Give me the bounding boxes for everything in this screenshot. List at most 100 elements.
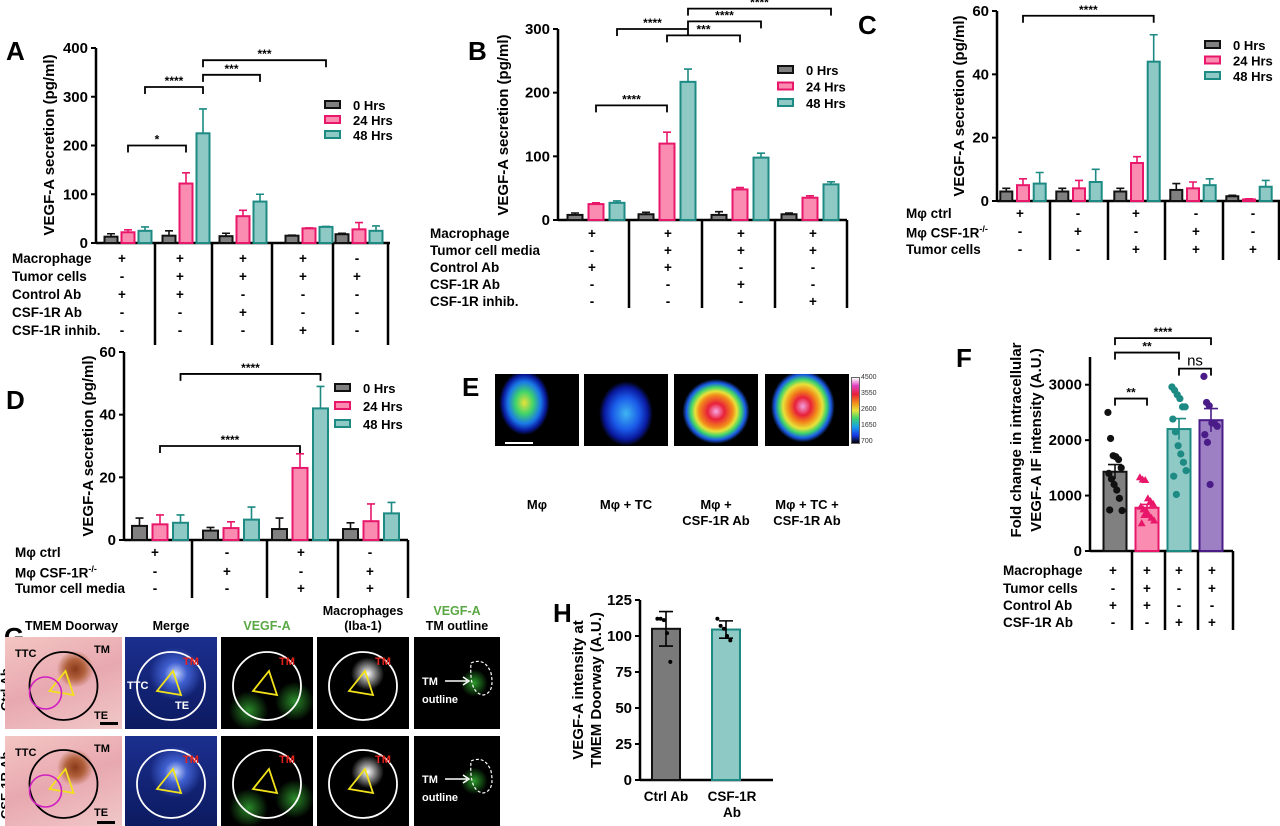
bar-D-24Hrs-3 (362, 520, 380, 542)
condition-value-B: - (810, 260, 816, 275)
condition-value-A: + (353, 269, 361, 284)
condition-value-D: + (366, 581, 374, 596)
cell-image-2 (584, 374, 668, 446)
condition-value-A: - (177, 323, 183, 338)
error-bar-A (239, 209, 247, 217)
condition-value-C: - (1193, 206, 1199, 221)
condition-value-C: + (1132, 242, 1140, 257)
label-line: CSF-1R Ab (773, 513, 841, 528)
condition-value-C: - (1250, 206, 1256, 221)
micrograph-overlay: TM outline (422, 758, 493, 804)
legend-swatch-A (324, 130, 341, 139)
bar-A-48Hrs-4 (368, 229, 384, 244)
bar-D-0Hrs-0 (131, 524, 148, 542)
y-axis-title-D: VEGF-A secretion (pg/ml) (80, 355, 97, 536)
micrograph-r1-c2: TM TTC TE (125, 637, 217, 729)
panel-label-D: D (6, 385, 25, 415)
condition-label-C: Tumor cells (906, 242, 981, 257)
bar-A-24Hrs-2 (235, 215, 251, 244)
bar-A-48Hrs-1 (195, 132, 211, 244)
condition-value-D: - (224, 581, 230, 596)
micrograph-overlay: TM (328, 651, 398, 721)
error-bar-A (107, 232, 115, 237)
condition-value-A: - (177, 305, 183, 320)
y-axis-title-C: VEGF-A secretion (pg/ml) (951, 15, 968, 196)
condition-value-F: - (1110, 615, 1116, 630)
significance-bracket-C (1022, 14, 1155, 23)
annotation-tm: TM (183, 656, 199, 668)
condition-value-C: + (1074, 224, 1082, 239)
annotation-tm-outline: outline (422, 694, 458, 706)
bar-C-0Hrs-0 (999, 190, 1014, 202)
header-line: TM outline (425, 619, 489, 633)
condition-value-B: - (589, 243, 595, 258)
condition-value-A: + (239, 305, 247, 320)
label-line: Mφ (526, 497, 548, 512)
condition-value-B: - (665, 277, 671, 292)
condition-label-F: CSF-1R Ab (1003, 615, 1073, 630)
legend-label-D: 0 Hrs (363, 381, 396, 396)
legend-label-B: 0 Hrs (806, 63, 839, 78)
colorbar-tick-label: 1650 (861, 422, 877, 429)
significance-bracket-A (144, 86, 204, 94)
significance-label-D: **** (241, 361, 260, 375)
tumor-cell-outline (28, 774, 63, 808)
data-point-H (728, 638, 733, 643)
y-tick-label-B: 100 (525, 148, 550, 165)
micrograph-overlay: TM TTC TE (127, 651, 206, 721)
condition-value-A: - (300, 305, 306, 320)
colorbar (851, 377, 860, 444)
header-line: Macrophages (322, 604, 404, 618)
micrograph-r2-c4: TM (317, 736, 409, 826)
condition-value-A: - (119, 269, 125, 284)
y-tick-label-A: 100 (63, 186, 88, 203)
data-point-H (718, 623, 723, 628)
data-point-F (1117, 464, 1125, 472)
y-tick-label-B: 200 (525, 85, 550, 102)
data-point-H (668, 659, 673, 664)
condition-value-F: + (1175, 563, 1183, 578)
condition-value-C: - (1075, 242, 1081, 257)
bar-D-24Hrs-0 (151, 523, 169, 541)
legend-label-A: 24 Hrs (353, 113, 393, 128)
data-point-F (1206, 480, 1214, 489)
data-point-F (1106, 506, 1114, 514)
bar-D-48Hrs-3 (383, 512, 400, 541)
error-bar-A (338, 232, 346, 235)
significance-bracket-F (1178, 367, 1212, 376)
header-line: TMEM Doorway (24, 619, 119, 633)
micrograph-r1-c4: TM (317, 637, 409, 729)
annotation-tm: TM (279, 656, 295, 668)
scale-bar (97, 821, 115, 824)
label-line: CSF-1R Ab (682, 513, 750, 528)
bar-C-0Hrs-2 (1113, 190, 1128, 202)
micrograph-r1-c5: TM outline (414, 637, 500, 729)
column-header: Macrophages (Iba-1) (323, 604, 404, 634)
condition-label-A: Macrophage (12, 251, 92, 266)
error-bar-B (757, 152, 765, 158)
condition-value-A: + (299, 269, 307, 284)
legend-swatch-D (334, 383, 351, 392)
condition-value-C: - (1133, 224, 1139, 239)
superscript: -/- (979, 224, 988, 234)
cell-image-4 (765, 374, 849, 446)
bar-C-0Hrs-1 (1055, 190, 1070, 202)
legend-swatch-C (1204, 71, 1221, 80)
tmem-circle (328, 749, 398, 819)
error-bar-D (247, 506, 256, 520)
bar-A-48Hrs-3 (318, 225, 334, 245)
condition-label-A: CSF-1R inhib. (12, 323, 101, 338)
annotation-te: TE (94, 807, 108, 819)
significance-bracket-F (1114, 397, 1148, 406)
condition-label-B: CSF-1R Ab (430, 277, 500, 292)
condition-value-F: + (1208, 615, 1216, 630)
error-bar-D (135, 517, 144, 526)
condition-value-B: + (737, 277, 745, 292)
data-point-F (1118, 506, 1126, 515)
significance-label-C: **** (1079, 3, 1098, 17)
error-bar-C (1075, 179, 1083, 189)
data-point-F (1203, 438, 1212, 446)
column-header: VEGF-A (243, 619, 290, 634)
y-tick-label-H: 50 (615, 700, 632, 717)
